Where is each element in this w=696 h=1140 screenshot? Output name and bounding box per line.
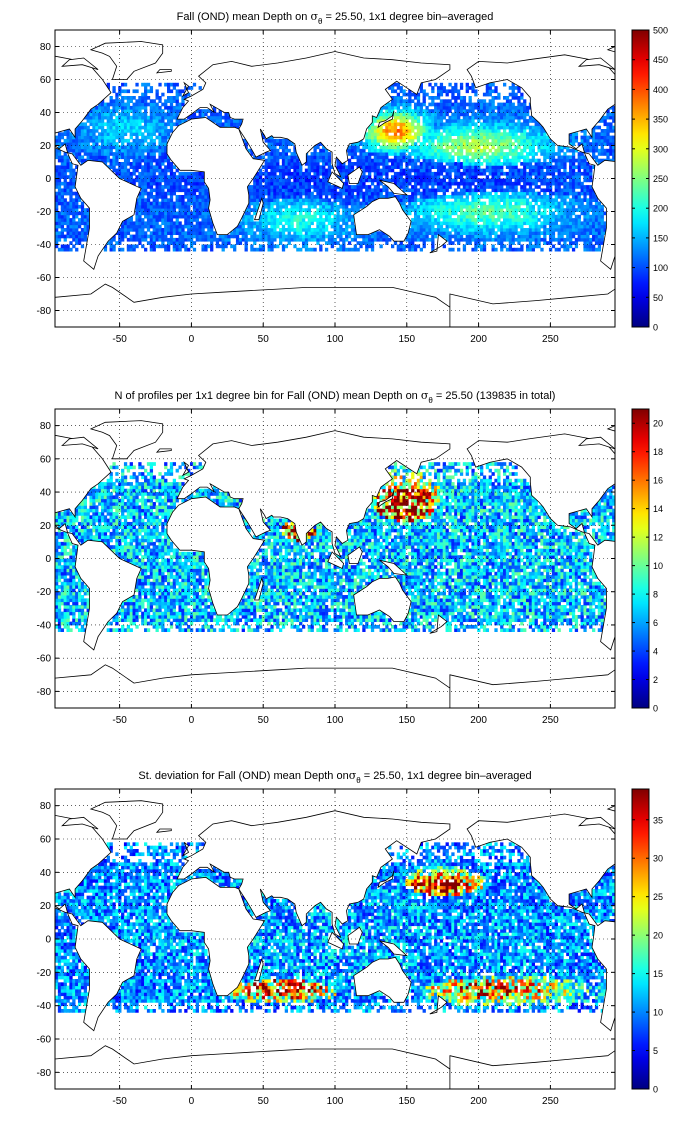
colorbar-tick-label: 250 xyxy=(653,174,668,184)
colorbar-tick-label: 100 xyxy=(653,263,668,273)
x-tick-label: 100 xyxy=(327,334,344,345)
colorbar-tick-label: 15 xyxy=(653,969,663,979)
y-tick-label: 60 xyxy=(40,75,52,86)
colorbar-tick-label: 14 xyxy=(653,504,663,514)
x-tick-label: 200 xyxy=(470,715,487,726)
y-tick-label: 40 xyxy=(40,868,52,879)
x-tick-label: -50 xyxy=(112,715,127,726)
y-tick-label: -60 xyxy=(37,654,52,665)
map-panel-1: Fall (OND) mean Depth on σθ = 25.50, 1x1… xyxy=(37,10,668,345)
y-tick-label: -80 xyxy=(37,687,52,698)
colorbar-tick-label: 0 xyxy=(653,704,658,714)
colorbar-tick-label: 5 xyxy=(653,1046,658,1056)
colorbar-tick-label: 35 xyxy=(653,815,663,825)
y-tick-label: 20 xyxy=(40,521,52,532)
colorbar-tick-label: 50 xyxy=(653,293,663,303)
colorbar-tick-label: 20 xyxy=(653,419,663,429)
y-tick-label: 80 xyxy=(40,801,52,812)
colorbar-tick-label: 350 xyxy=(653,115,668,125)
x-tick-label: 100 xyxy=(327,715,344,726)
colorbar-tick-label: 500 xyxy=(653,26,668,36)
x-tick-label: 100 xyxy=(327,1096,344,1107)
y-tick-label: 40 xyxy=(40,488,52,499)
x-tick-label: 150 xyxy=(398,715,415,726)
x-tick-label: 250 xyxy=(542,334,559,345)
colorbar: 35 30 25 20 15 10 5 0 xyxy=(631,788,663,1095)
y-tick-label: -40 xyxy=(37,620,52,631)
x-tick-label: -50 xyxy=(112,334,127,345)
chart-title: N of profiles per 1x1 degree bin for Fal… xyxy=(115,389,556,405)
x-tick-label: 200 xyxy=(470,1096,487,1107)
colorbar-tick-label: 10 xyxy=(653,561,663,571)
x-tick-label: 0 xyxy=(189,334,195,345)
x-tick-label: 250 xyxy=(542,715,559,726)
y-tick-label: -40 xyxy=(37,1001,52,1012)
colorbar-tick-label: 25 xyxy=(653,892,663,902)
x-tick-label: -50 xyxy=(112,1096,127,1107)
grid-lines xyxy=(55,30,615,327)
grid-lines xyxy=(55,409,615,708)
colorbar-tick-label: 30 xyxy=(653,854,663,864)
y-tick-label: -20 xyxy=(37,968,52,979)
colorbar-tick-label: 18 xyxy=(653,447,663,457)
x-tick-label: 50 xyxy=(258,334,270,345)
colorbar-tick-label: 300 xyxy=(653,144,668,154)
chart-title: Fall (OND) mean Depth on σθ = 25.50, 1x1… xyxy=(177,10,494,26)
y-tick-label: 40 xyxy=(40,108,52,119)
x-tick-label: 50 xyxy=(258,715,270,726)
coastlines xyxy=(55,420,615,708)
colorbar-tick-label: 10 xyxy=(653,1008,663,1018)
colorbar-tick-label: 150 xyxy=(653,233,668,243)
y-tick-label: 0 xyxy=(45,174,51,185)
y-tick-label: 60 xyxy=(40,835,52,846)
y-tick-label: -80 xyxy=(37,306,52,317)
colorbar-tick-label: 0 xyxy=(653,1085,658,1095)
y-tick-label: -20 xyxy=(37,587,52,598)
colorbar-tick-label: 0 xyxy=(653,323,658,333)
colorbar-tick-label: 20 xyxy=(653,931,663,941)
y-tick-label: 60 xyxy=(40,454,52,465)
colorbar-tick-label: 16 xyxy=(653,476,663,486)
colorbar-tick-label: 12 xyxy=(653,533,663,543)
x-tick-label: 50 xyxy=(258,1096,270,1107)
y-tick-label: 0 xyxy=(45,554,51,565)
y-tick-label: -80 xyxy=(37,1068,52,1079)
x-tick-label: 0 xyxy=(189,715,195,726)
grid-lines xyxy=(55,789,615,1089)
colorbar-tick-label: 8 xyxy=(653,590,658,600)
y-tick-label: 20 xyxy=(40,141,52,152)
x-tick-label: 150 xyxy=(398,334,415,345)
y-tick-label: -40 xyxy=(37,240,52,251)
colorbar-tick-label: 450 xyxy=(653,55,668,65)
y-tick-label: 20 xyxy=(40,901,52,912)
colorbar-tick-label: 400 xyxy=(653,85,668,95)
y-tick-label: -60 xyxy=(37,273,52,284)
x-tick-label: 200 xyxy=(470,334,487,345)
chart-title: St. deviation for Fall (OND) mean Depth … xyxy=(138,769,531,785)
colorbar-tick-label: 6 xyxy=(653,618,658,628)
map-panel-2: N of profiles per 1x1 degree bin for Fal… xyxy=(37,389,663,726)
y-tick-label: 80 xyxy=(40,421,52,432)
y-tick-label: -60 xyxy=(37,1035,52,1046)
y-tick-label: -20 xyxy=(37,207,52,218)
y-tick-label: 0 xyxy=(45,935,51,946)
coastlines xyxy=(55,800,615,1089)
x-tick-label: 250 xyxy=(542,1096,559,1107)
x-tick-label: 150 xyxy=(398,1096,415,1107)
x-tick-label: 0 xyxy=(189,1096,195,1107)
colorbar-tick-label: 4 xyxy=(653,647,658,657)
y-tick-label: 80 xyxy=(40,42,52,53)
colorbar-tick-label: 200 xyxy=(653,204,668,214)
colorbar-tick-label: 2 xyxy=(653,675,658,685)
map-panel-3: St. deviation for Fall (OND) mean Depth … xyxy=(37,769,663,1107)
